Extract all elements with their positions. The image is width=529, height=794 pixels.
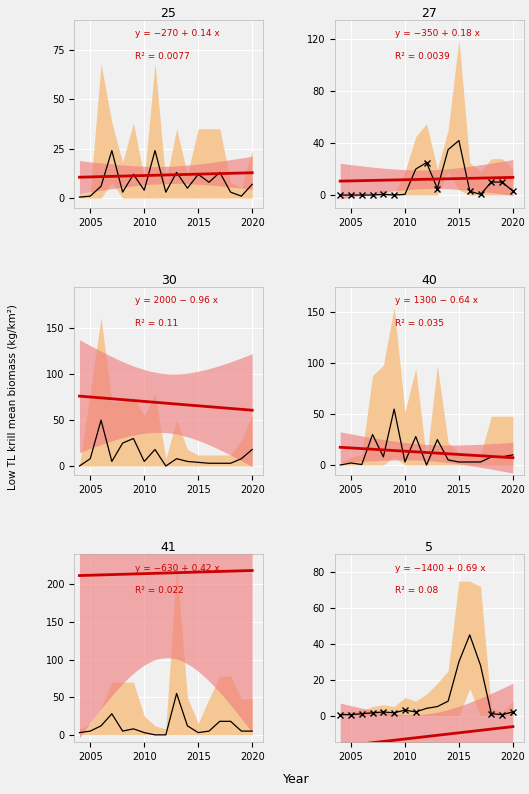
- Title: 30: 30: [161, 274, 177, 287]
- Title: 27: 27: [421, 7, 437, 20]
- Title: 25: 25: [161, 7, 177, 20]
- Text: R² = 0.0077: R² = 0.0077: [134, 52, 189, 61]
- Text: y = −270 + 0.14 x: y = −270 + 0.14 x: [134, 29, 219, 38]
- Title: 40: 40: [421, 274, 437, 287]
- Text: R² = 0.08: R² = 0.08: [395, 586, 439, 596]
- Text: y = 2000 − 0.96 x: y = 2000 − 0.96 x: [134, 296, 217, 306]
- Text: y = 1300 − 0.64 x: y = 1300 − 0.64 x: [395, 296, 478, 306]
- Title: 41: 41: [161, 542, 176, 554]
- Text: Year: Year: [283, 773, 309, 786]
- Text: y = −1400 + 0.69 x: y = −1400 + 0.69 x: [395, 564, 486, 572]
- Text: R² = 0.022: R² = 0.022: [134, 586, 183, 596]
- Title: 5: 5: [425, 542, 433, 554]
- Text: R² = 0.0039: R² = 0.0039: [395, 52, 450, 61]
- Text: R² = 0.11: R² = 0.11: [134, 319, 178, 328]
- Text: y = −630 + 0.42 x: y = −630 + 0.42 x: [134, 564, 219, 572]
- Text: R² = 0.035: R² = 0.035: [395, 319, 444, 328]
- Text: Low TL krill mean biomass (kg/km²): Low TL krill mean biomass (kg/km²): [8, 304, 18, 490]
- Text: y = −350 + 0.18 x: y = −350 + 0.18 x: [395, 29, 480, 38]
